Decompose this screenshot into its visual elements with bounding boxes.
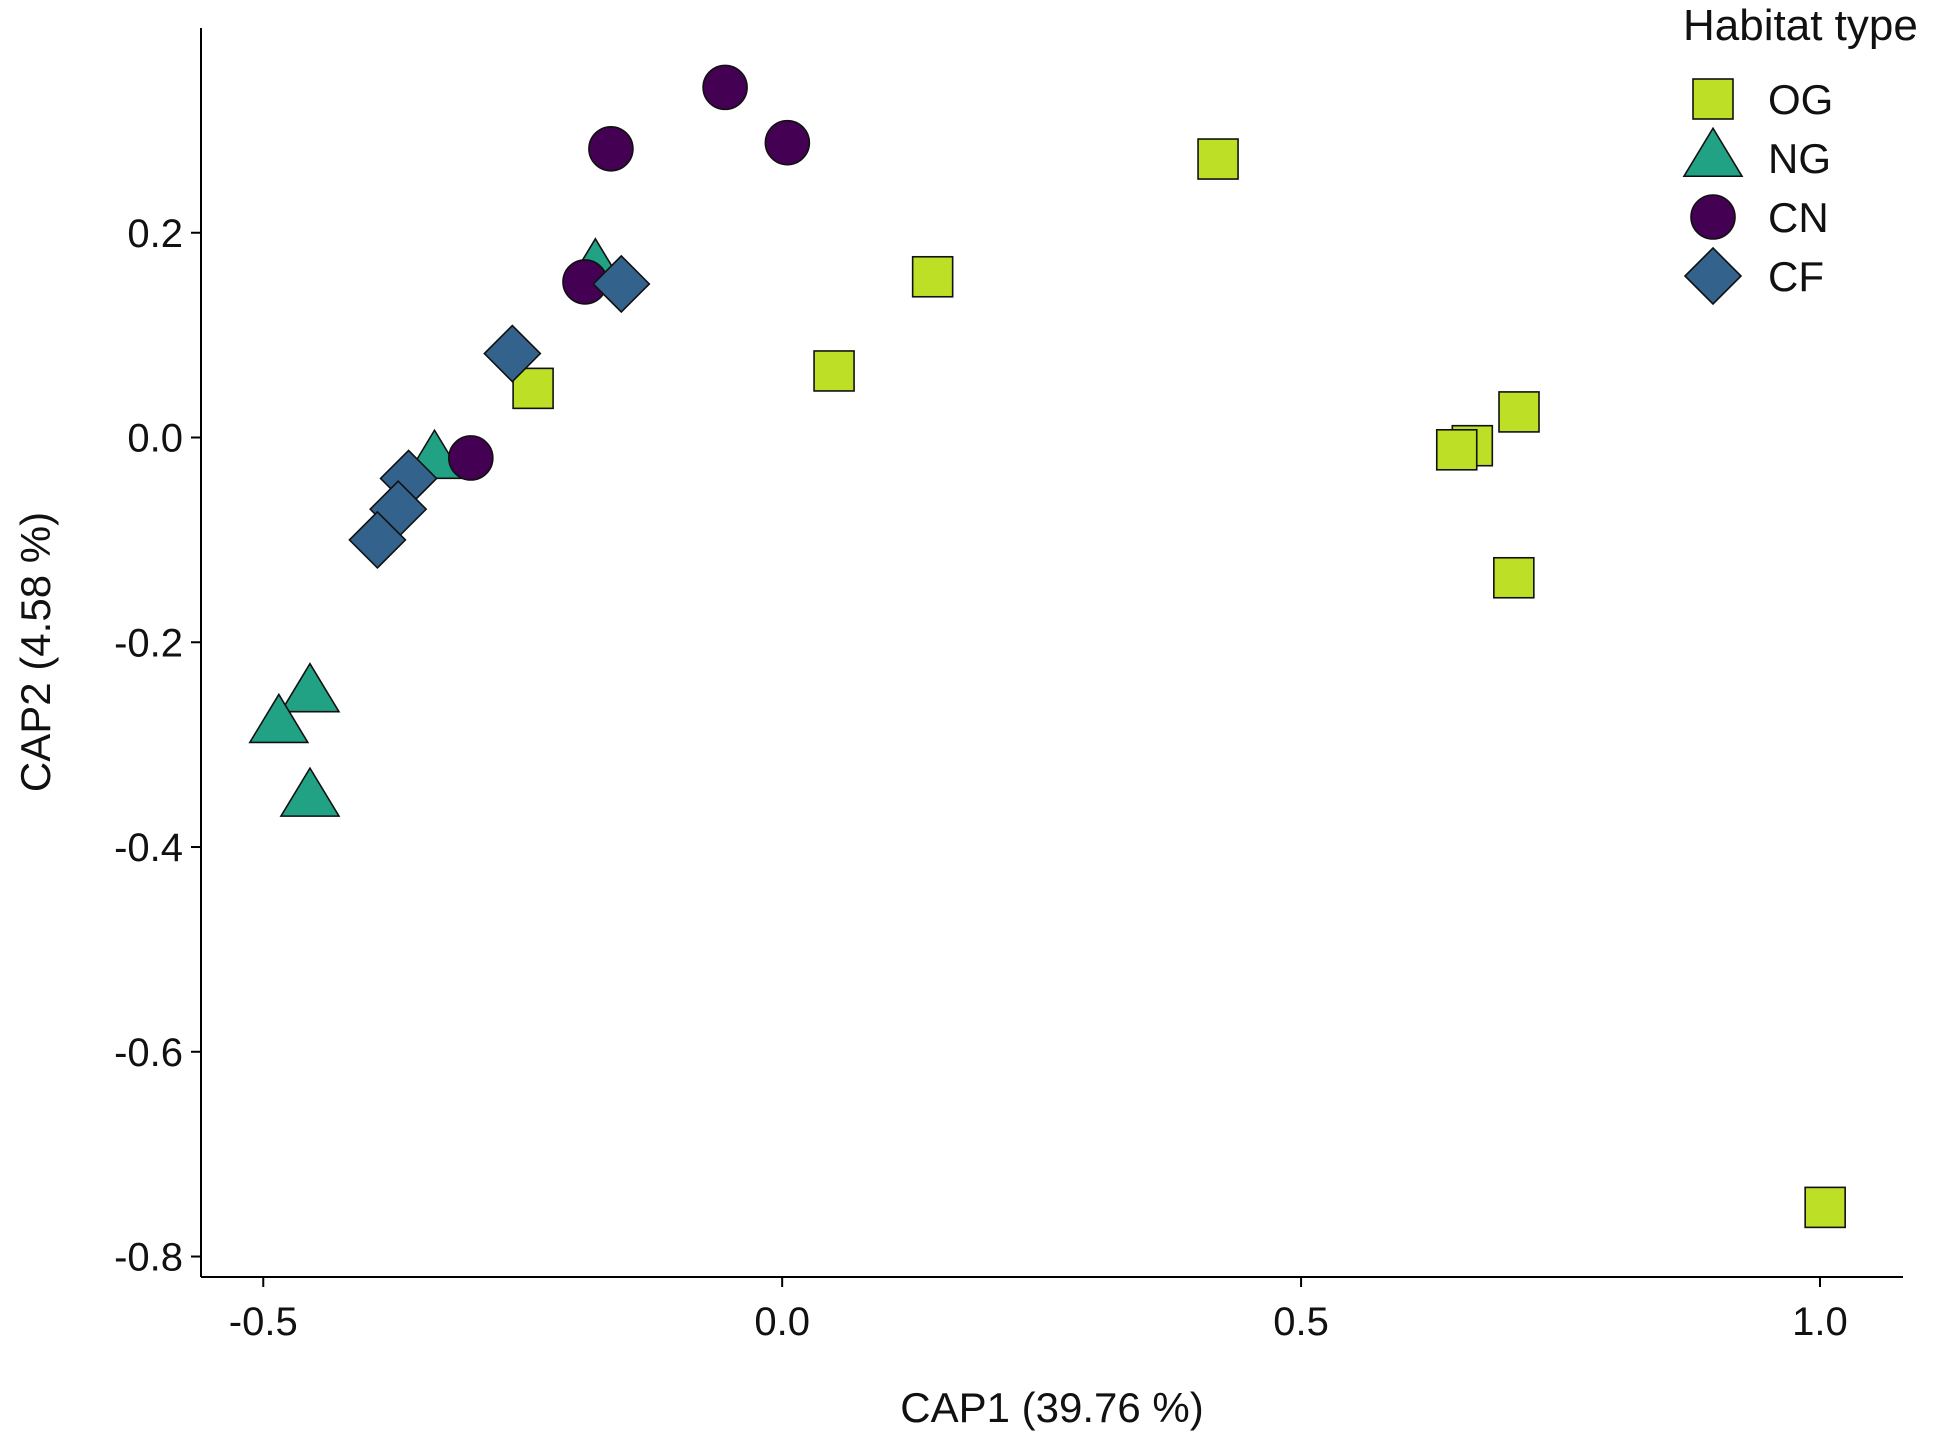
point-ng bbox=[279, 766, 341, 817]
point-og bbox=[1498, 391, 1540, 433]
axes: -0.8 -0.6 -0.4 -0.2 0.0 0.2 -0.5 0.0 0.5 1.0 CAP1 … bbox=[12, 28, 1903, 1431]
legend-title: Habitat type bbox=[1683, 1, 1918, 50]
x-axis-title: CAP1 (39.76 %) bbox=[900, 1384, 1203, 1431]
point-cn bbox=[588, 126, 634, 172]
legend-cf-marker bbox=[1683, 246, 1743, 306]
x-tick-label: 0.0 bbox=[754, 1300, 810, 1344]
legend-og-label: OG bbox=[1768, 76, 1833, 123]
point-og bbox=[1804, 1186, 1846, 1229]
y-tick-label: -0.6 bbox=[114, 1031, 183, 1075]
data-points bbox=[248, 64, 1846, 1229]
x-tick-label: 0.5 bbox=[1273, 1300, 1329, 1344]
y-tick-label: -0.4 bbox=[114, 826, 183, 870]
legend-cn-marker bbox=[1690, 194, 1736, 240]
legend-cn-label: CN bbox=[1768, 194, 1829, 241]
point-ng bbox=[248, 692, 310, 744]
point-cf bbox=[592, 254, 651, 314]
y-tick-label: -0.8 bbox=[114, 1236, 183, 1280]
legend-cf-label: CF bbox=[1768, 253, 1824, 300]
x-tick-label: -0.5 bbox=[229, 1300, 298, 1344]
point-cf bbox=[483, 324, 542, 383]
point-og bbox=[1435, 428, 1478, 471]
point-og bbox=[1197, 138, 1239, 180]
legend: Habitat type OG NG CN CF bbox=[1682, 1, 1918, 306]
point-cn bbox=[448, 435, 494, 481]
legend-ng-marker bbox=[1682, 126, 1744, 178]
y-axis-title: CAP2 (4.58 %) bbox=[12, 512, 59, 792]
y-tick-label: -0.2 bbox=[114, 621, 183, 665]
point-cn bbox=[702, 64, 748, 111]
point-og bbox=[813, 350, 855, 392]
y-tick-label: 0.0 bbox=[127, 417, 183, 461]
legend-ng-label: NG bbox=[1768, 135, 1831, 182]
x-tick-label: 1.0 bbox=[1792, 1300, 1848, 1344]
y-tick-label: 0.2 bbox=[127, 212, 183, 256]
point-cf bbox=[348, 510, 407, 570]
point-ng bbox=[279, 662, 341, 713]
point-cn bbox=[764, 119, 811, 166]
legend-og-marker bbox=[1692, 78, 1734, 120]
point-og bbox=[911, 255, 954, 298]
point-og bbox=[1493, 556, 1535, 599]
